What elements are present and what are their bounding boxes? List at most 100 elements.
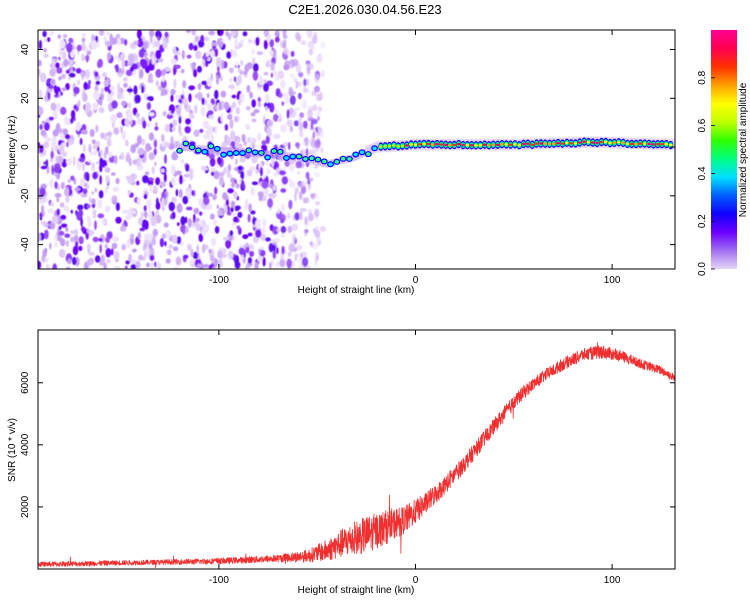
spectrogram-speckle — [43, 38, 47, 43]
spectrogram-speckle — [212, 219, 218, 226]
spectrogram-speckle — [259, 166, 263, 177]
spectrogram-speckle — [302, 257, 309, 267]
spectrogram-speckle — [42, 248, 47, 258]
spectrogram-speckle — [180, 159, 185, 164]
signal-blob-core — [452, 143, 457, 147]
spectrogram-speckle — [274, 30, 279, 37]
spectrogram-speckle — [231, 49, 238, 58]
spectrogram-speckle — [316, 236, 322, 246]
spectrogram-speckle — [125, 139, 129, 147]
spectrogram-speckle — [170, 136, 174, 145]
spectrogram-speckle — [163, 68, 166, 76]
spectrogram-speckle — [238, 98, 242, 106]
spectrogram-speckle — [164, 154, 167, 164]
spectrogram-speckle — [290, 50, 295, 57]
spectrogram-speckle — [226, 169, 231, 176]
spectrogram-speckle — [256, 51, 264, 56]
spectrogram-speckle — [53, 166, 61, 174]
spectrogram-speckle — [141, 85, 145, 94]
signal-blob-core — [359, 150, 365, 154]
spectrogram-speckle — [46, 165, 50, 175]
spectrogram-speckle — [272, 249, 276, 259]
spectrogram-speckle — [163, 222, 169, 228]
signal-blob-core — [655, 143, 660, 146]
spectrogram-speckle — [145, 246, 150, 257]
signal-blob-core — [608, 141, 612, 145]
spectrogram-speckle — [112, 236, 119, 242]
colorbar-tick-label: 0.0 — [697, 262, 708, 276]
spectrogram-speckle — [201, 97, 205, 105]
spectrogram-speckle — [160, 91, 164, 97]
spectrogram-speckle — [214, 226, 220, 234]
spectrogram-speckle — [161, 191, 166, 200]
signal-blob-core — [625, 142, 630, 146]
snr-plot-area — [38, 330, 675, 569]
spectrogram-speckle — [182, 97, 188, 106]
signal-blob-core — [409, 143, 414, 146]
spectrogram-speckle — [243, 74, 249, 79]
spectrogram-speckle — [286, 258, 293, 269]
spectrogram-speckle — [314, 251, 318, 257]
spectrogram-speckle — [78, 245, 83, 251]
spectrogram-speckle — [312, 131, 316, 139]
signal-blob-core — [379, 145, 383, 148]
spectrogram-speckle — [54, 146, 58, 152]
spectrogram-speckle — [257, 97, 261, 102]
spectrogram-speckle — [126, 88, 134, 93]
spectrogram-speckle — [250, 187, 255, 196]
spectrogram-speckle — [103, 151, 107, 160]
spectrogram-speckle — [91, 191, 94, 195]
spectrogram-speckle — [255, 37, 260, 46]
spectrogram-speckle — [208, 248, 212, 254]
spectrogram-speckle — [296, 244, 303, 251]
spectrogram-speckle — [315, 131, 321, 137]
spectrogram-speckle — [96, 161, 99, 165]
spectrogram-speckle — [133, 85, 138, 95]
spectrogram-speckle — [199, 128, 204, 133]
spectrogram-speckle — [48, 116, 54, 121]
spectrogram-speckle — [129, 236, 135, 245]
spectrogram-speckle — [217, 209, 223, 216]
spectrogram-speckle — [233, 76, 237, 82]
spectrogram-speckle — [263, 30, 269, 37]
signal-blob-core — [271, 149, 277, 153]
spectrogram-speckle — [153, 139, 158, 149]
signal-blob-core — [487, 144, 491, 147]
spectrogram-speckle — [143, 211, 148, 218]
spectrogram-speckle — [240, 170, 245, 180]
spectrogram-speckle — [151, 166, 155, 175]
spectrogram-speckle — [143, 233, 150, 240]
spectrogram-speckle — [148, 211, 153, 220]
spectrogram-speckle — [132, 210, 136, 215]
signal-blob-core — [392, 144, 396, 147]
spectrogram-speckle — [137, 147, 145, 156]
spectrogram-speckle — [320, 147, 324, 153]
spectrogram-speckle — [315, 192, 319, 201]
spectrogram-speckle — [158, 32, 162, 39]
spectrogram-speckle — [287, 225, 293, 233]
spectrogram-speckle — [76, 44, 82, 52]
spectrogram-speckle — [289, 91, 296, 96]
spectrogram-speckle — [180, 216, 186, 226]
spectrogram-speckle — [148, 152, 156, 161]
spectrogram-speckle — [125, 260, 130, 265]
spectrogram-speckle — [102, 72, 107, 78]
signal-blob-core — [400, 144, 405, 147]
spectrogram-speckle — [92, 236, 99, 243]
spectrogram-speckle — [125, 69, 133, 77]
spectrogram-speckle — [202, 196, 210, 206]
spectrogram-speckle — [65, 69, 70, 74]
spectrogram-speckle — [127, 102, 132, 109]
spectrogram-speckle — [97, 198, 103, 209]
spectrogram-speckle — [78, 209, 84, 218]
spectrogram-speckle — [235, 76, 240, 87]
colorbar-label: Normalized spectral amplitude — [738, 82, 749, 217]
spectrogram-speckle — [148, 132, 154, 141]
spectrogram-speckle — [190, 248, 194, 258]
spectrogram-speckle — [265, 237, 271, 242]
spectrogram-speckle — [121, 100, 127, 107]
snr-y-ticks: 2000 4000 6000 — [20, 371, 675, 518]
spectrogram-speckle — [298, 116, 302, 126]
spectrogram-speckle — [196, 244, 199, 253]
spectrogram-speckle — [98, 30, 105, 36]
